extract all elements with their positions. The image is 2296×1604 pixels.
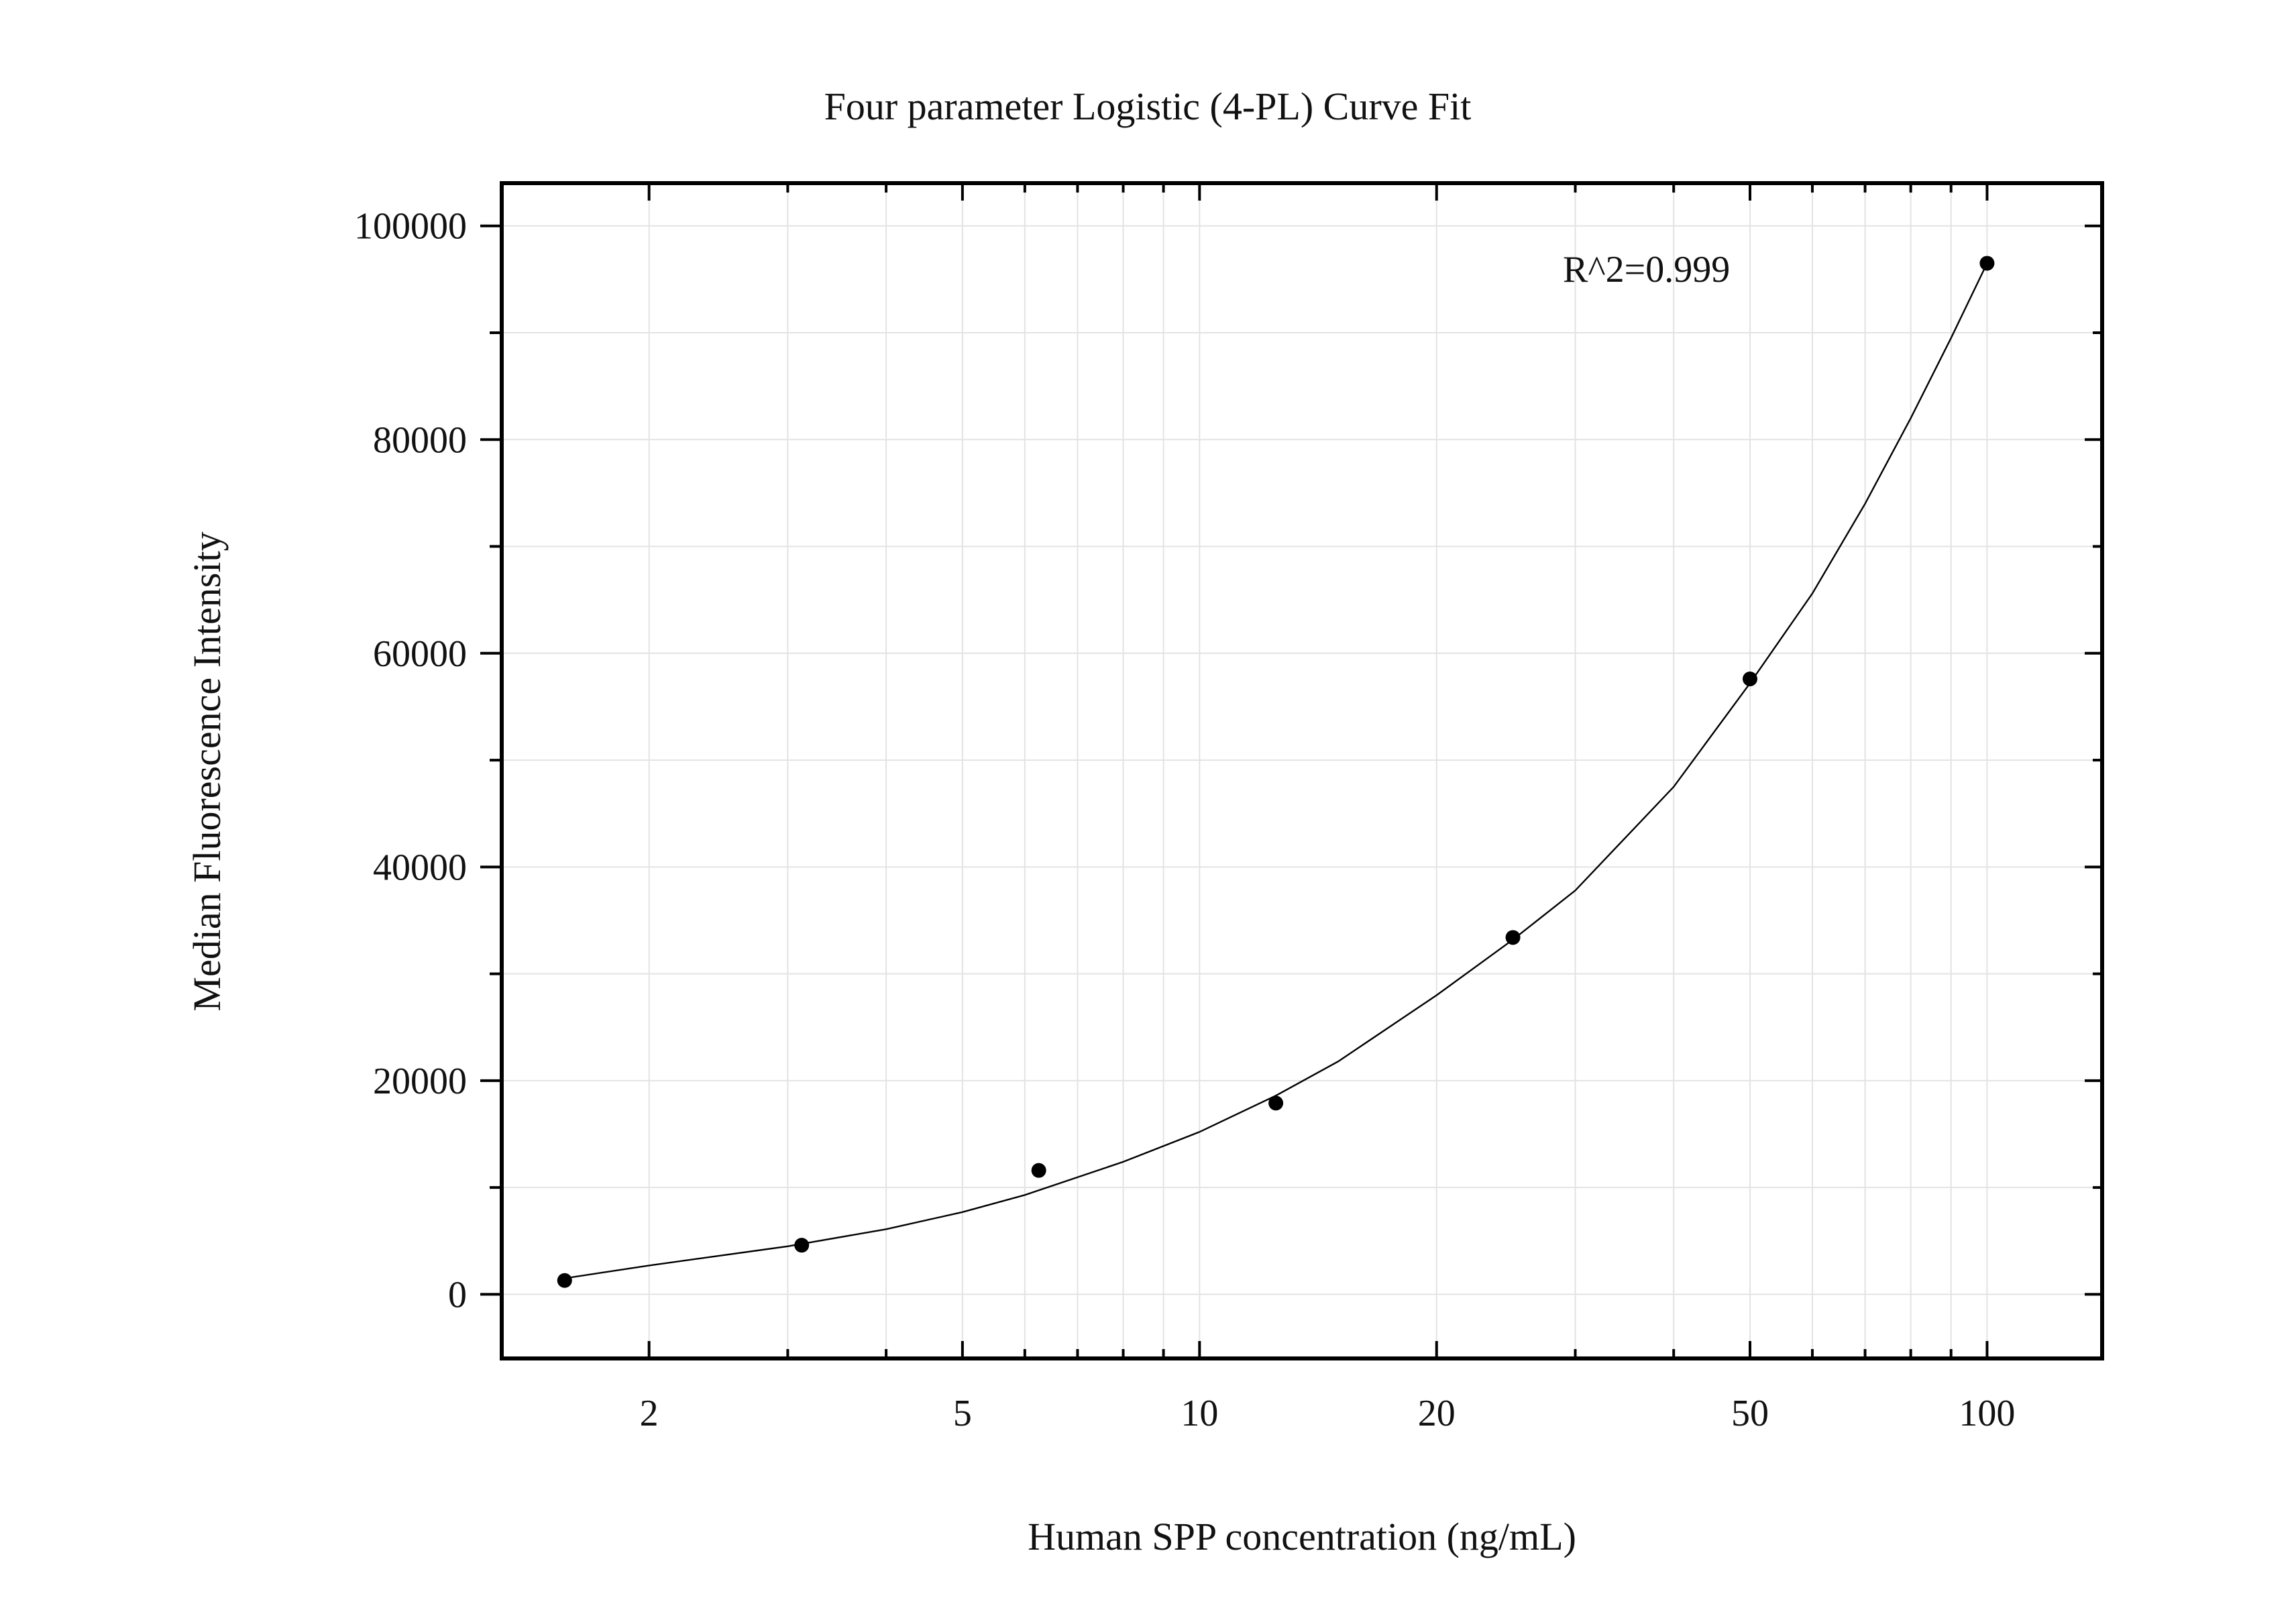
- y-tick-label: 0: [448, 1274, 467, 1316]
- fit-curve: [564, 262, 1988, 1279]
- data-points-layer: [557, 256, 1995, 1288]
- data-point: [1031, 1163, 1046, 1178]
- chart-title: Four parameter Logistic (4-PL) Curve Fit: [824, 85, 1472, 128]
- y-tick-labels: 0 20000 40000 60000 80000 100000: [354, 206, 467, 1316]
- y-tick-label: 60000: [373, 633, 467, 675]
- y-tick-label: 20000: [373, 1061, 467, 1102]
- y-tick-label: 100000: [354, 206, 467, 248]
- x-tick-label: 2: [640, 1393, 659, 1434]
- plot-frame: [500, 181, 2104, 1360]
- y-tick-label: 80000: [373, 419, 467, 461]
- data-point: [1505, 930, 1521, 945]
- y-axis-label: Median Fluorescence Intensity: [185, 531, 229, 1011]
- data-point: [794, 1238, 810, 1253]
- grid-layer: [502, 183, 2102, 1358]
- x-axis-label: Human SPP concentration (ng/mL): [1028, 1515, 1576, 1558]
- fit-curve-layer: [564, 262, 1988, 1279]
- annotation-r-squared: R^2=0.999: [1563, 249, 1730, 290]
- data-point: [1742, 672, 1757, 687]
- x-tick-label: 20: [1418, 1393, 1456, 1434]
- data-point: [557, 1273, 572, 1288]
- data-point: [1979, 256, 1995, 271]
- x-tick-label: 5: [953, 1393, 972, 1434]
- x-tick-label: 10: [1181, 1393, 1218, 1434]
- tick-layer: [480, 183, 2102, 1358]
- y-tick-label: 40000: [373, 847, 467, 888]
- data-point: [1268, 1095, 1284, 1111]
- x-tick-labels: 2 5 10 20 50 100: [640, 1393, 2016, 1434]
- x-tick-label: 50: [1731, 1393, 1769, 1434]
- x-tick-label: 100: [1959, 1393, 2015, 1434]
